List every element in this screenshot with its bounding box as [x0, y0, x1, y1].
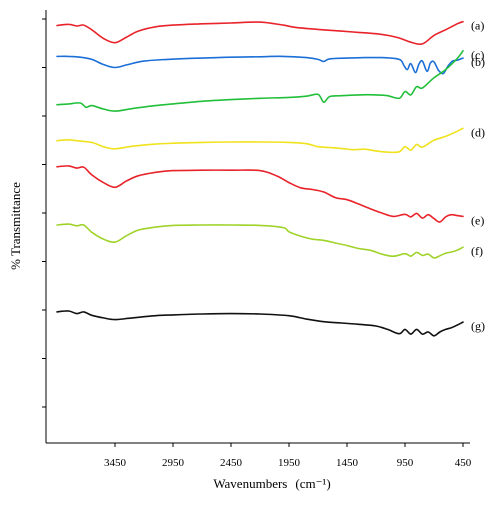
series-label: (b)	[471, 55, 485, 69]
series-labels: (a) (b)(c) (d) (e) (f) (g)	[471, 19, 485, 333]
spectrum-line	[56, 165, 464, 223]
y-axis-title: % Transmittance	[8, 182, 23, 270]
x-tick-label: 1950	[278, 457, 301, 469]
series-label: (c)	[471, 48, 484, 62]
x-tick-label: 2950	[162, 457, 185, 469]
x-tick-label: 3450	[104, 457, 127, 469]
x-axis-ticks: 3450 2950 2450 1950 1450 950 450	[104, 443, 472, 469]
x-axis-title: Wavenumbers (cm⁻¹)	[213, 476, 330, 491]
series-label: (e)	[471, 213, 484, 227]
x-axis-unit: (cm⁻¹)	[295, 476, 330, 491]
spectra	[56, 20, 464, 337]
spectrum-line	[56, 310, 464, 337]
spectrum-line	[56, 127, 464, 154]
series-label: (d)	[471, 125, 485, 139]
series-label: (a)	[471, 19, 484, 33]
x-tick-label: 450	[455, 457, 472, 469]
spectrum-line	[56, 20, 464, 46]
x-tick-label: 2450	[220, 457, 243, 469]
spectrum-line	[56, 223, 464, 259]
x-tick-label: 1450	[336, 457, 359, 469]
spectrum-line	[56, 50, 464, 112]
spectrum-line	[56, 55, 464, 75]
series-label: (f)	[471, 244, 483, 258]
series-label: (g)	[471, 319, 485, 333]
x-tick-label: 950	[397, 457, 414, 469]
y-axis-ticks	[42, 18, 46, 408]
axes	[45, 10, 470, 444]
x-axis-title-text: Wavenumbers	[213, 476, 287, 491]
